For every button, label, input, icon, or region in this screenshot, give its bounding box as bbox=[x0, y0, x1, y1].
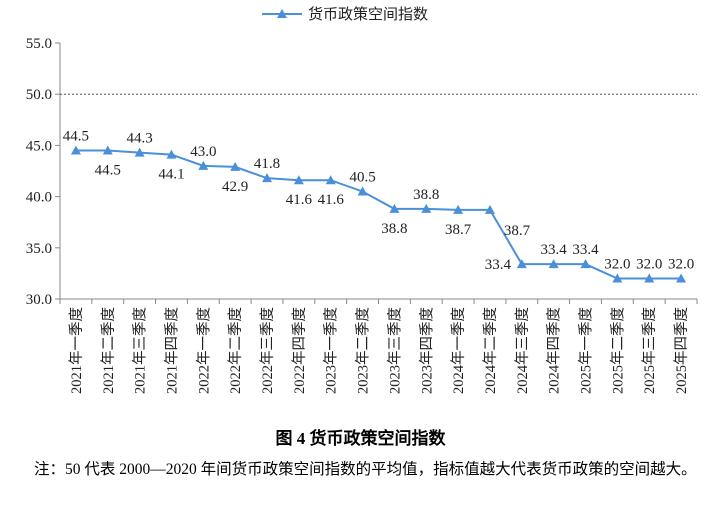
data-label: 42.9 bbox=[222, 179, 248, 195]
x-tick-label: 2024年三季度 bbox=[514, 307, 531, 394]
data-point bbox=[262, 173, 273, 183]
data-label: 43.0 bbox=[190, 144, 216, 160]
y-tick-label: 35.0 bbox=[26, 241, 52, 257]
x-tick-label: 2022年三季度 bbox=[259, 307, 276, 394]
x-tick-label: 2024年二季度 bbox=[482, 307, 499, 394]
x-tick-label: 2023年二季度 bbox=[355, 307, 372, 394]
x-tick-label: 2023年三季度 bbox=[386, 307, 403, 394]
data-point bbox=[357, 186, 368, 196]
x-tick-label: 2025年一季度 bbox=[578, 307, 595, 394]
data-label: 32.0 bbox=[636, 257, 662, 273]
figure-note: 注：50 代表 2000—2020 年间货币政策空间指数的平均值，指标值越大代表… bbox=[34, 461, 697, 478]
x-tick-label: 2022年四季度 bbox=[291, 307, 308, 394]
data-label: 41.8 bbox=[254, 156, 280, 172]
x-tick-label: 2024年四季度 bbox=[546, 307, 563, 394]
data-label: 38.7 bbox=[504, 223, 531, 239]
data-point bbox=[198, 160, 209, 170]
x-tick-label: 2022年二季度 bbox=[227, 307, 244, 394]
data-point bbox=[389, 203, 400, 213]
data-point bbox=[102, 145, 113, 155]
data-point bbox=[325, 175, 336, 185]
data-label: 41.6 bbox=[318, 192, 345, 208]
x-tick-label: 2022年一季度 bbox=[195, 307, 212, 394]
data-point bbox=[676, 273, 687, 283]
data-label: 32.0 bbox=[604, 257, 630, 273]
figure-title: 图 4 货币政策空间指数 bbox=[275, 429, 446, 448]
data-point bbox=[644, 273, 655, 283]
data-label: 38.8 bbox=[413, 187, 439, 203]
line-chart: 30.0 35.0 40.0 45.0 50.0 55.0 2021年一季度 2021年二季度… bbox=[26, 6, 698, 394]
x-tick-label: 2025年二季度 bbox=[609, 307, 626, 394]
x-tick-label: 2023年一季度 bbox=[323, 307, 340, 394]
data-label: 44.5 bbox=[95, 163, 121, 179]
data-label: 33.4 bbox=[541, 242, 568, 258]
data-point bbox=[70, 145, 81, 155]
data-point bbox=[166, 149, 177, 159]
data-label: 38.7 bbox=[445, 222, 472, 238]
data-point bbox=[516, 259, 527, 269]
data-label: 44.5 bbox=[63, 129, 89, 145]
x-tick-label: 2023年四季度 bbox=[418, 307, 435, 394]
legend-label: 货币政策空间指数 bbox=[308, 6, 428, 23]
data-label: 44.3 bbox=[127, 131, 153, 147]
x-tick-label: 2025年四季度 bbox=[673, 307, 690, 394]
data-point bbox=[421, 203, 432, 213]
data-label: 33.4 bbox=[485, 257, 512, 273]
data-label: 32.0 bbox=[668, 257, 694, 273]
data-label: 40.5 bbox=[349, 169, 375, 185]
x-tick-label: 2024年一季度 bbox=[450, 307, 467, 394]
data-point bbox=[230, 161, 241, 171]
x-tick-label: 2021年三季度 bbox=[132, 307, 149, 394]
y-tick-label: 55.0 bbox=[26, 36, 52, 52]
data-label: 38.8 bbox=[381, 221, 407, 237]
series-line bbox=[75, 149, 682, 280]
data-point bbox=[293, 175, 304, 185]
x-tick-label: 2021年四季度 bbox=[163, 307, 180, 394]
x-tick-label: 2021年二季度 bbox=[100, 307, 117, 394]
x-tick-label: 2025年三季度 bbox=[641, 307, 658, 394]
data-point bbox=[548, 259, 559, 269]
data-label: 33.4 bbox=[572, 242, 599, 258]
data-label: 41.6 bbox=[286, 192, 313, 208]
y-tick-label: 30.0 bbox=[26, 292, 52, 308]
data-point bbox=[484, 204, 495, 214]
y-tick-label: 40.0 bbox=[26, 190, 52, 206]
data-point bbox=[453, 204, 464, 214]
data-label: 44.1 bbox=[158, 167, 184, 183]
x-tick-label: 2021年一季度 bbox=[68, 307, 85, 394]
data-point bbox=[134, 147, 145, 157]
data-point bbox=[612, 273, 623, 283]
legend-marker bbox=[277, 9, 287, 18]
y-tick-label: 45.0 bbox=[26, 138, 52, 154]
data-point bbox=[580, 259, 591, 269]
y-tick-label: 50.0 bbox=[26, 87, 52, 103]
